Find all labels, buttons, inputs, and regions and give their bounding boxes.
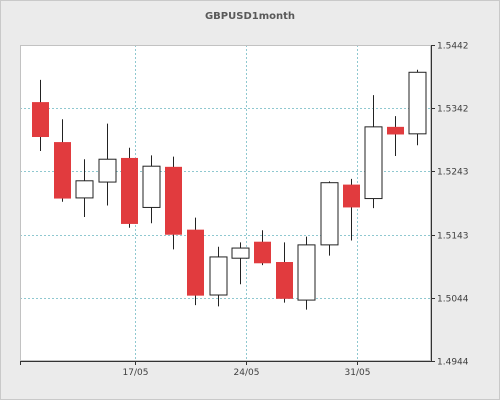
candle bbox=[364, 95, 383, 209]
candle-body-down bbox=[187, 229, 204, 296]
candle bbox=[387, 116, 404, 157]
candle-body-up bbox=[209, 256, 228, 296]
candle-body-up bbox=[297, 244, 316, 301]
candle bbox=[54, 119, 71, 202]
candle bbox=[209, 246, 228, 307]
candle-body-down bbox=[121, 157, 138, 224]
x-tick-label: 17/05 bbox=[123, 368, 149, 378]
candle bbox=[187, 217, 204, 306]
candle-body-down bbox=[254, 241, 271, 264]
y-tick-label: 1.5044 bbox=[437, 295, 469, 305]
candle bbox=[408, 69, 427, 146]
candle-body-down bbox=[343, 184, 360, 208]
candle bbox=[98, 123, 117, 206]
y-tick-label: 1.5243 bbox=[437, 168, 469, 178]
candle bbox=[32, 79, 49, 151]
candle-body-down bbox=[165, 166, 182, 235]
candle bbox=[254, 230, 271, 266]
y-tick-label: 1.4944 bbox=[437, 358, 469, 368]
candle bbox=[297, 236, 316, 310]
candle-body-up bbox=[408, 71, 427, 135]
plot-border bbox=[20, 45, 431, 361]
x-tick-label: 31/05 bbox=[345, 368, 371, 378]
candle bbox=[165, 156, 182, 250]
y-tick-label: 1.5342 bbox=[437, 105, 469, 115]
axes: 1.5442 1.5342 1.5243 1.5143 1.5044 1.4944 17/0… bbox=[20, 42, 469, 378]
candle-body-down bbox=[276, 262, 293, 299]
chart-title: GBPUSD1month bbox=[204, 11, 296, 22]
candle bbox=[75, 159, 94, 217]
candle bbox=[142, 155, 161, 224]
candles bbox=[32, 69, 427, 310]
candle-body-up bbox=[231, 247, 250, 259]
candle-body-up bbox=[98, 158, 117, 183]
y-tick-label: 1.5143 bbox=[437, 232, 469, 242]
plot-background bbox=[20, 45, 431, 361]
candle-body-up bbox=[142, 165, 161, 208]
candle bbox=[276, 242, 293, 303]
candle bbox=[343, 178, 360, 241]
candle-body-down bbox=[32, 102, 49, 138]
candle-body-up bbox=[320, 182, 339, 246]
plot-area bbox=[20, 45, 431, 361]
candle bbox=[121, 147, 138, 228]
candle-body-up bbox=[364, 126, 383, 200]
candle-body-down bbox=[54, 142, 71, 199]
candle bbox=[231, 242, 250, 285]
candle-body-down bbox=[387, 126, 404, 135]
x-tick-label: 24/05 bbox=[234, 368, 260, 378]
candle bbox=[320, 181, 339, 256]
candle-body-up bbox=[75, 180, 94, 199]
y-tick-label: 1.5442 bbox=[437, 42, 469, 52]
